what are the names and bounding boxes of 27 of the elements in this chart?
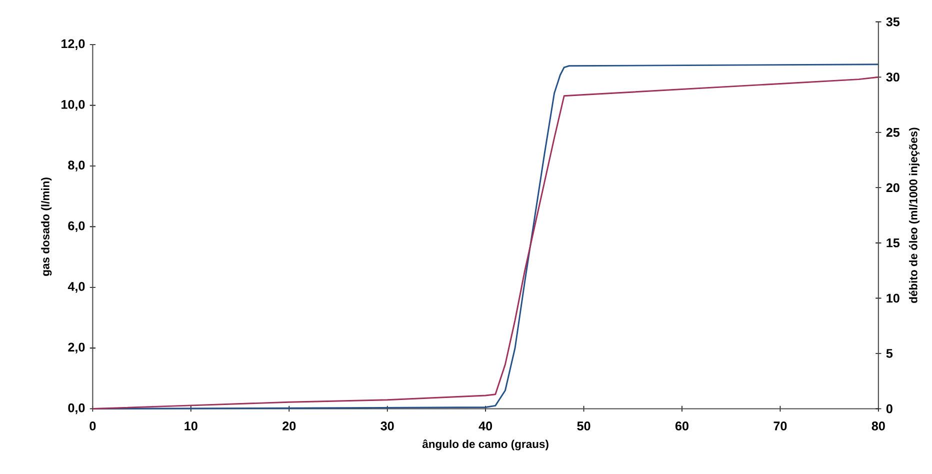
y2-tick-label: 0 [886,404,892,414]
x-tick-label: 30 [380,421,394,430]
x-tick-label: 70 [774,421,787,430]
x-tick-label: 50 [577,421,590,430]
y-tick-label: 0,0 [68,403,85,414]
y-tick-label: 8,0 [68,160,85,172]
y2-tick-label: 15 [886,238,900,248]
y-tick-label: 10,0 [62,100,85,111]
y-axis-title: gas dosado (l/min) [41,177,52,276]
y2-tick-label: 35 [886,17,900,26]
x-axis-title: ângulo de camo (graus) [422,439,548,450]
x-tick-label: 80 [872,421,885,430]
x-tick-label: 20 [282,421,296,430]
y2-tick-label: 10 [886,294,900,303]
y-tick-label: 6,0 [68,221,85,232]
x-tick-label: 10 [184,421,198,430]
y-tick-label: 12,0 [62,39,85,50]
y-tick-label: 4,0 [68,282,85,293]
x-tick-label: 40 [478,421,492,430]
y2-tick-label: 25 [886,128,900,137]
x-tick-label: 0 [90,421,96,430]
y2-tick-label: 30 [886,72,900,82]
y2-tick-label: 20 [886,183,900,192]
y2-tick-label: 5 [886,348,893,358]
y-tick-label: 2,0 [68,342,85,354]
x-tick-label: 60 [675,421,688,430]
y2-axis-title: débito de óleo (ml/1000 injeções) [908,128,920,303]
